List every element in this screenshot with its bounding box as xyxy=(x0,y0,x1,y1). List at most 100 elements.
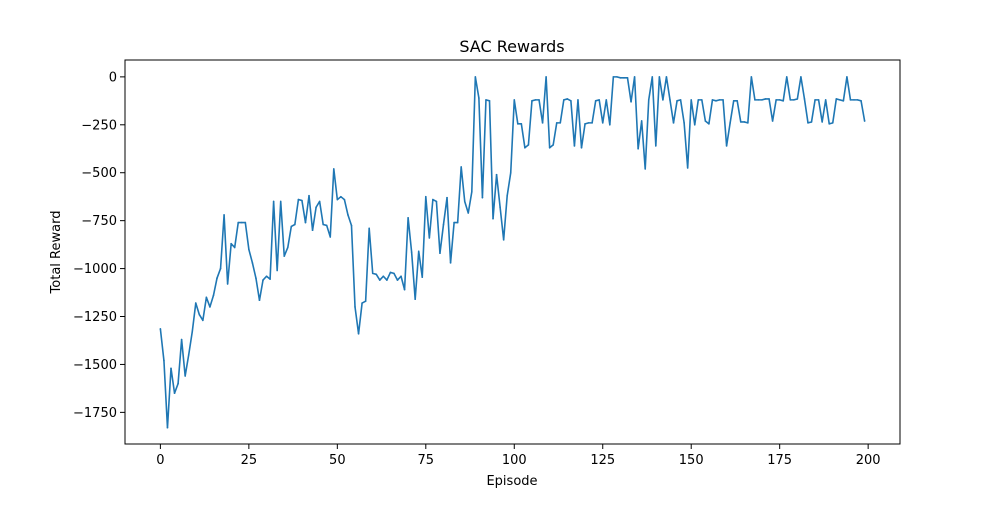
data-point xyxy=(368,227,370,230)
data-point xyxy=(831,122,834,124)
data-point xyxy=(432,198,434,201)
data-point xyxy=(509,171,512,174)
data-point xyxy=(619,77,622,79)
data-point xyxy=(435,200,438,203)
data-point xyxy=(322,223,324,226)
data-point xyxy=(446,196,448,199)
data-point xyxy=(240,221,243,224)
data-point xyxy=(209,306,211,308)
x-tick-label: 200 xyxy=(856,453,881,468)
data-point xyxy=(439,252,441,255)
x-tick-label: 50 xyxy=(329,453,346,468)
data-point xyxy=(524,147,526,149)
data-point xyxy=(449,262,452,264)
data-point xyxy=(492,217,494,220)
data-point xyxy=(166,426,169,429)
data-point xyxy=(718,99,721,101)
data-point xyxy=(785,76,788,78)
data-point xyxy=(545,76,547,78)
data-point xyxy=(683,122,685,124)
data-point xyxy=(347,214,349,216)
x-tick-label: 175 xyxy=(767,453,792,468)
data-point xyxy=(739,121,742,123)
data-point xyxy=(658,76,661,78)
data-point xyxy=(651,76,654,78)
data-point xyxy=(697,99,700,101)
data-point xyxy=(421,276,424,279)
data-point xyxy=(587,122,590,124)
data-point xyxy=(453,221,455,224)
data-point xyxy=(361,302,363,304)
data-point xyxy=(389,271,392,274)
data-point xyxy=(750,76,753,78)
data-point xyxy=(467,212,470,214)
data-point xyxy=(223,214,225,216)
data-point xyxy=(230,242,232,245)
data-point xyxy=(754,99,756,101)
data-point xyxy=(177,382,179,385)
data-point xyxy=(768,98,770,100)
data-point xyxy=(743,121,746,123)
data-point xyxy=(803,98,806,100)
data-point xyxy=(732,100,735,102)
data-point xyxy=(350,224,353,227)
data-point xyxy=(810,121,813,123)
data-point xyxy=(846,76,848,78)
data-point xyxy=(410,251,413,254)
data-point xyxy=(690,99,693,101)
data-point xyxy=(644,168,647,170)
series-line xyxy=(159,76,866,429)
data-point xyxy=(764,98,767,100)
data-point xyxy=(701,99,703,101)
data-point xyxy=(272,200,275,203)
x-tick-label: 125 xyxy=(590,453,615,468)
data-point xyxy=(778,99,781,101)
chart-title: SAC Rewards xyxy=(459,37,564,56)
data-point xyxy=(775,99,777,101)
data-point xyxy=(736,100,739,102)
data-point xyxy=(276,269,278,272)
data-point xyxy=(159,328,162,330)
data-point xyxy=(715,100,717,102)
x-tick-label: 150 xyxy=(679,453,704,468)
data-point xyxy=(662,99,664,101)
data-point xyxy=(424,195,427,198)
data-point xyxy=(676,100,678,102)
data-point xyxy=(248,248,250,251)
data-point xyxy=(216,277,218,279)
data-point xyxy=(570,100,572,102)
data-point xyxy=(520,123,523,125)
data-point xyxy=(488,100,491,102)
data-point xyxy=(279,200,282,203)
data-point xyxy=(226,283,229,285)
data-point xyxy=(255,277,257,279)
data-point xyxy=(541,122,544,124)
data-point xyxy=(548,147,551,149)
data-point xyxy=(771,120,774,122)
plot-area xyxy=(124,59,901,445)
data-point xyxy=(796,98,799,100)
data-point xyxy=(478,97,480,99)
data-point xyxy=(191,331,194,333)
data-point xyxy=(311,229,314,232)
y-tick-label: −750 xyxy=(81,214,117,229)
data-point xyxy=(442,223,445,226)
data-point xyxy=(456,221,459,224)
data-point xyxy=(297,198,300,201)
data-point xyxy=(577,99,579,101)
data-point xyxy=(594,100,597,102)
data-point xyxy=(301,199,303,202)
data-point xyxy=(782,100,785,102)
data-point xyxy=(856,99,859,101)
data-point xyxy=(187,354,190,356)
data-point xyxy=(647,99,650,101)
data-point xyxy=(481,196,484,199)
x-tick-label: 75 xyxy=(418,453,435,468)
data-point xyxy=(863,120,866,122)
data-point xyxy=(555,122,558,124)
data-points xyxy=(159,76,866,429)
y-axis: 0 −250 −500 −750 −1000 −1250 −1500 −1750 xyxy=(73,70,125,421)
data-point xyxy=(793,99,795,101)
data-point xyxy=(630,100,632,103)
